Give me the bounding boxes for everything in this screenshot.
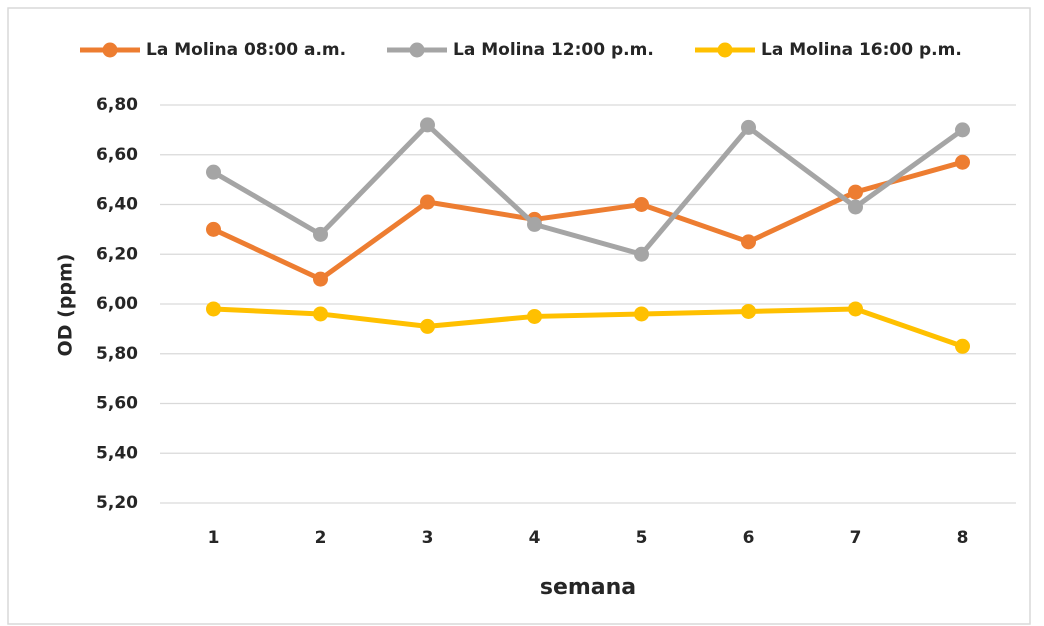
data-point <box>313 271 328 287</box>
y-tick-label: 6,60 <box>96 145 138 165</box>
data-point <box>955 154 970 170</box>
y-tick-label: 6,00 <box>96 294 138 314</box>
data-point <box>313 306 328 322</box>
legend-marker <box>102 42 118 58</box>
y-axis-label: OD (ppm) <box>55 254 77 357</box>
data-point <box>313 226 328 242</box>
legend-marker <box>717 42 733 58</box>
data-point <box>420 318 435 334</box>
data-point <box>848 301 863 317</box>
y-tick-label: 5,20 <box>96 493 138 513</box>
x-tick-label: 2 <box>315 528 327 548</box>
x-tick-label: 6 <box>743 528 755 548</box>
data-point <box>634 197 649 212</box>
data-point <box>741 303 756 319</box>
data-point <box>634 306 649 322</box>
data-point <box>206 164 221 180</box>
x-tick-label: 8 <box>957 528 969 548</box>
data-point <box>741 119 756 135</box>
legend: La Molina 08:00 a.m. La Molina 12:00 p.m.… <box>80 40 962 60</box>
x-tick-label: 4 <box>529 528 541 548</box>
data-point <box>420 194 435 210</box>
series-line <box>212 122 964 257</box>
data-point <box>955 122 970 138</box>
y-tick-label: 5,80 <box>96 344 138 364</box>
x-tick-label: 5 <box>636 528 648 548</box>
legend-marker <box>409 42 425 58</box>
series-line <box>213 306 964 349</box>
legend-label: La Molina 16:00 p.m. <box>761 40 962 60</box>
data-point <box>741 234 756 250</box>
data-point <box>206 221 221 237</box>
data-point <box>955 338 970 354</box>
data-point <box>848 199 863 215</box>
y-tick-label: 6,20 <box>96 244 138 264</box>
data-point <box>527 308 542 324</box>
x-tick-label: 7 <box>850 528 862 548</box>
data-point <box>420 117 435 133</box>
data-point <box>848 184 863 200</box>
y-tick-label: 5,60 <box>96 394 138 414</box>
data-point <box>206 301 221 317</box>
y-tick-label: 5,40 <box>96 443 138 463</box>
y-tick-label: 6,80 <box>96 95 138 115</box>
data-point <box>634 246 649 262</box>
x-tick-label: 3 <box>422 528 434 548</box>
series-line <box>212 159 964 282</box>
legend-label: La Molina 12:00 p.m. <box>453 40 654 60</box>
x-axis-label: semana <box>540 575 636 600</box>
x-tick-label: 1 <box>208 528 220 548</box>
y-tick-label: 6,40 <box>96 195 138 215</box>
legend-label: La Molina 08:00 a.m. <box>146 40 346 60</box>
data-point <box>527 216 542 232</box>
